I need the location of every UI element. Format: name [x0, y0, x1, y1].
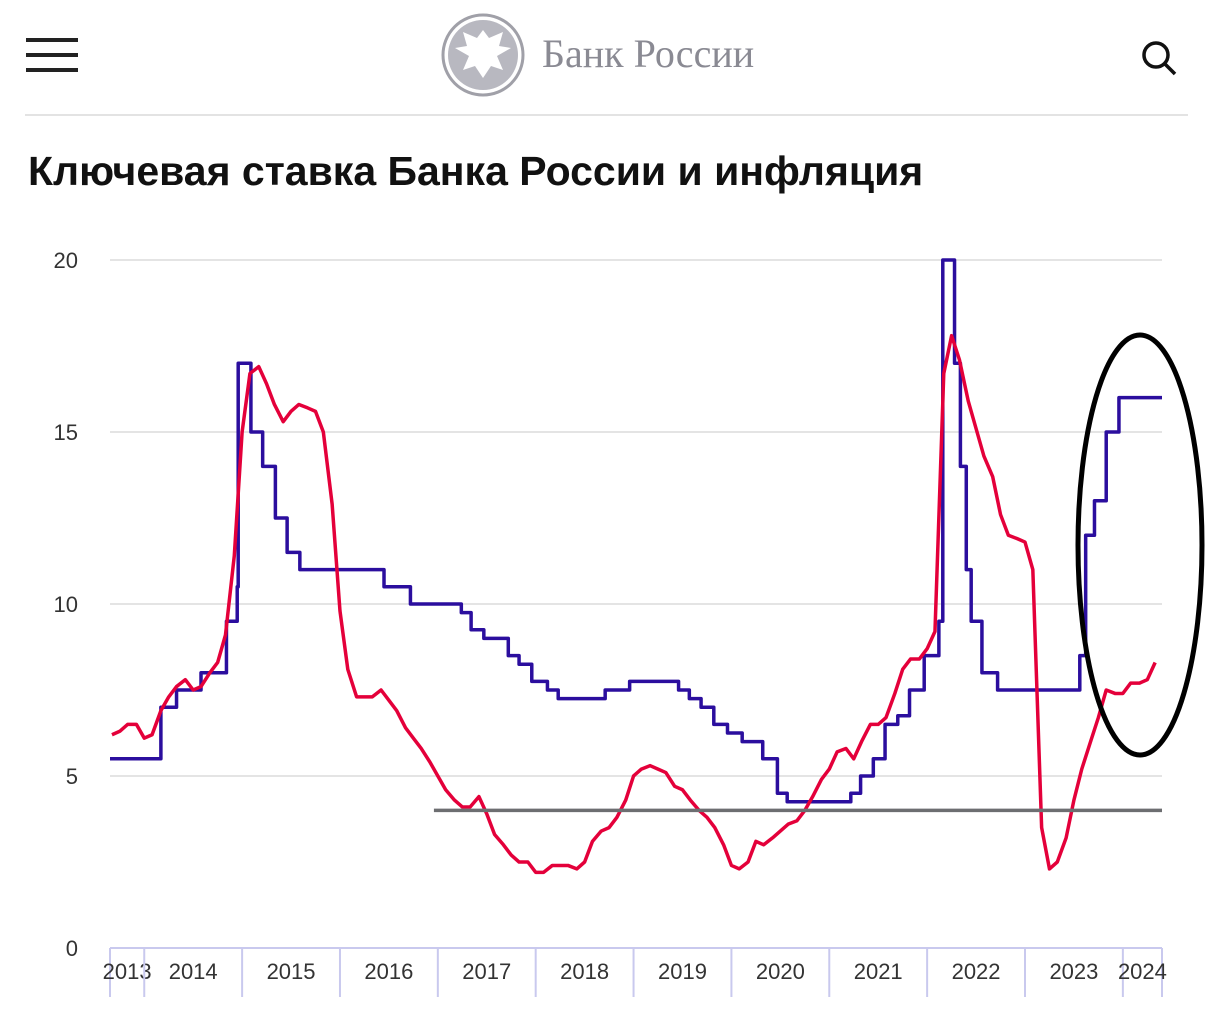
x-tick-label: 2020 [756, 959, 805, 984]
header-icons [25, 13, 1188, 116]
x-tick-label: 2024 [1118, 959, 1167, 984]
menu-button[interactable] [26, 38, 78, 72]
y-tick-label: 10 [54, 592, 78, 617]
highlight-ellipse [1075, 332, 1205, 758]
x-tick-label: 2021 [854, 959, 903, 984]
plot-area [110, 258, 1162, 875]
y-tick-label: 0 [66, 936, 78, 961]
x-tick-label: 2019 [658, 959, 707, 984]
x-tick-label: 2014 [169, 959, 218, 984]
x-tick-label: 2015 [267, 959, 316, 984]
x-tick-label: 2016 [364, 959, 413, 984]
search-button[interactable] [1142, 41, 1177, 76]
x-tick-label: 2017 [462, 959, 511, 984]
y-tick-label: 20 [54, 248, 78, 273]
series-line [111, 333, 1157, 875]
y-tick-label: 15 [54, 420, 78, 445]
brand-name[interactable]: Банк России [542, 31, 755, 76]
chart-title: Ключевая ставка Банка России и инфляция [28, 148, 924, 194]
x-tick-label: 2018 [560, 959, 609, 984]
x-tick-label: 2022 [952, 959, 1001, 984]
series-line [110, 258, 1162, 804]
x-tick-label: 2023 [1049, 959, 1098, 984]
y-tick-label: 5 [66, 764, 78, 789]
logo[interactable] [441, 13, 525, 97]
